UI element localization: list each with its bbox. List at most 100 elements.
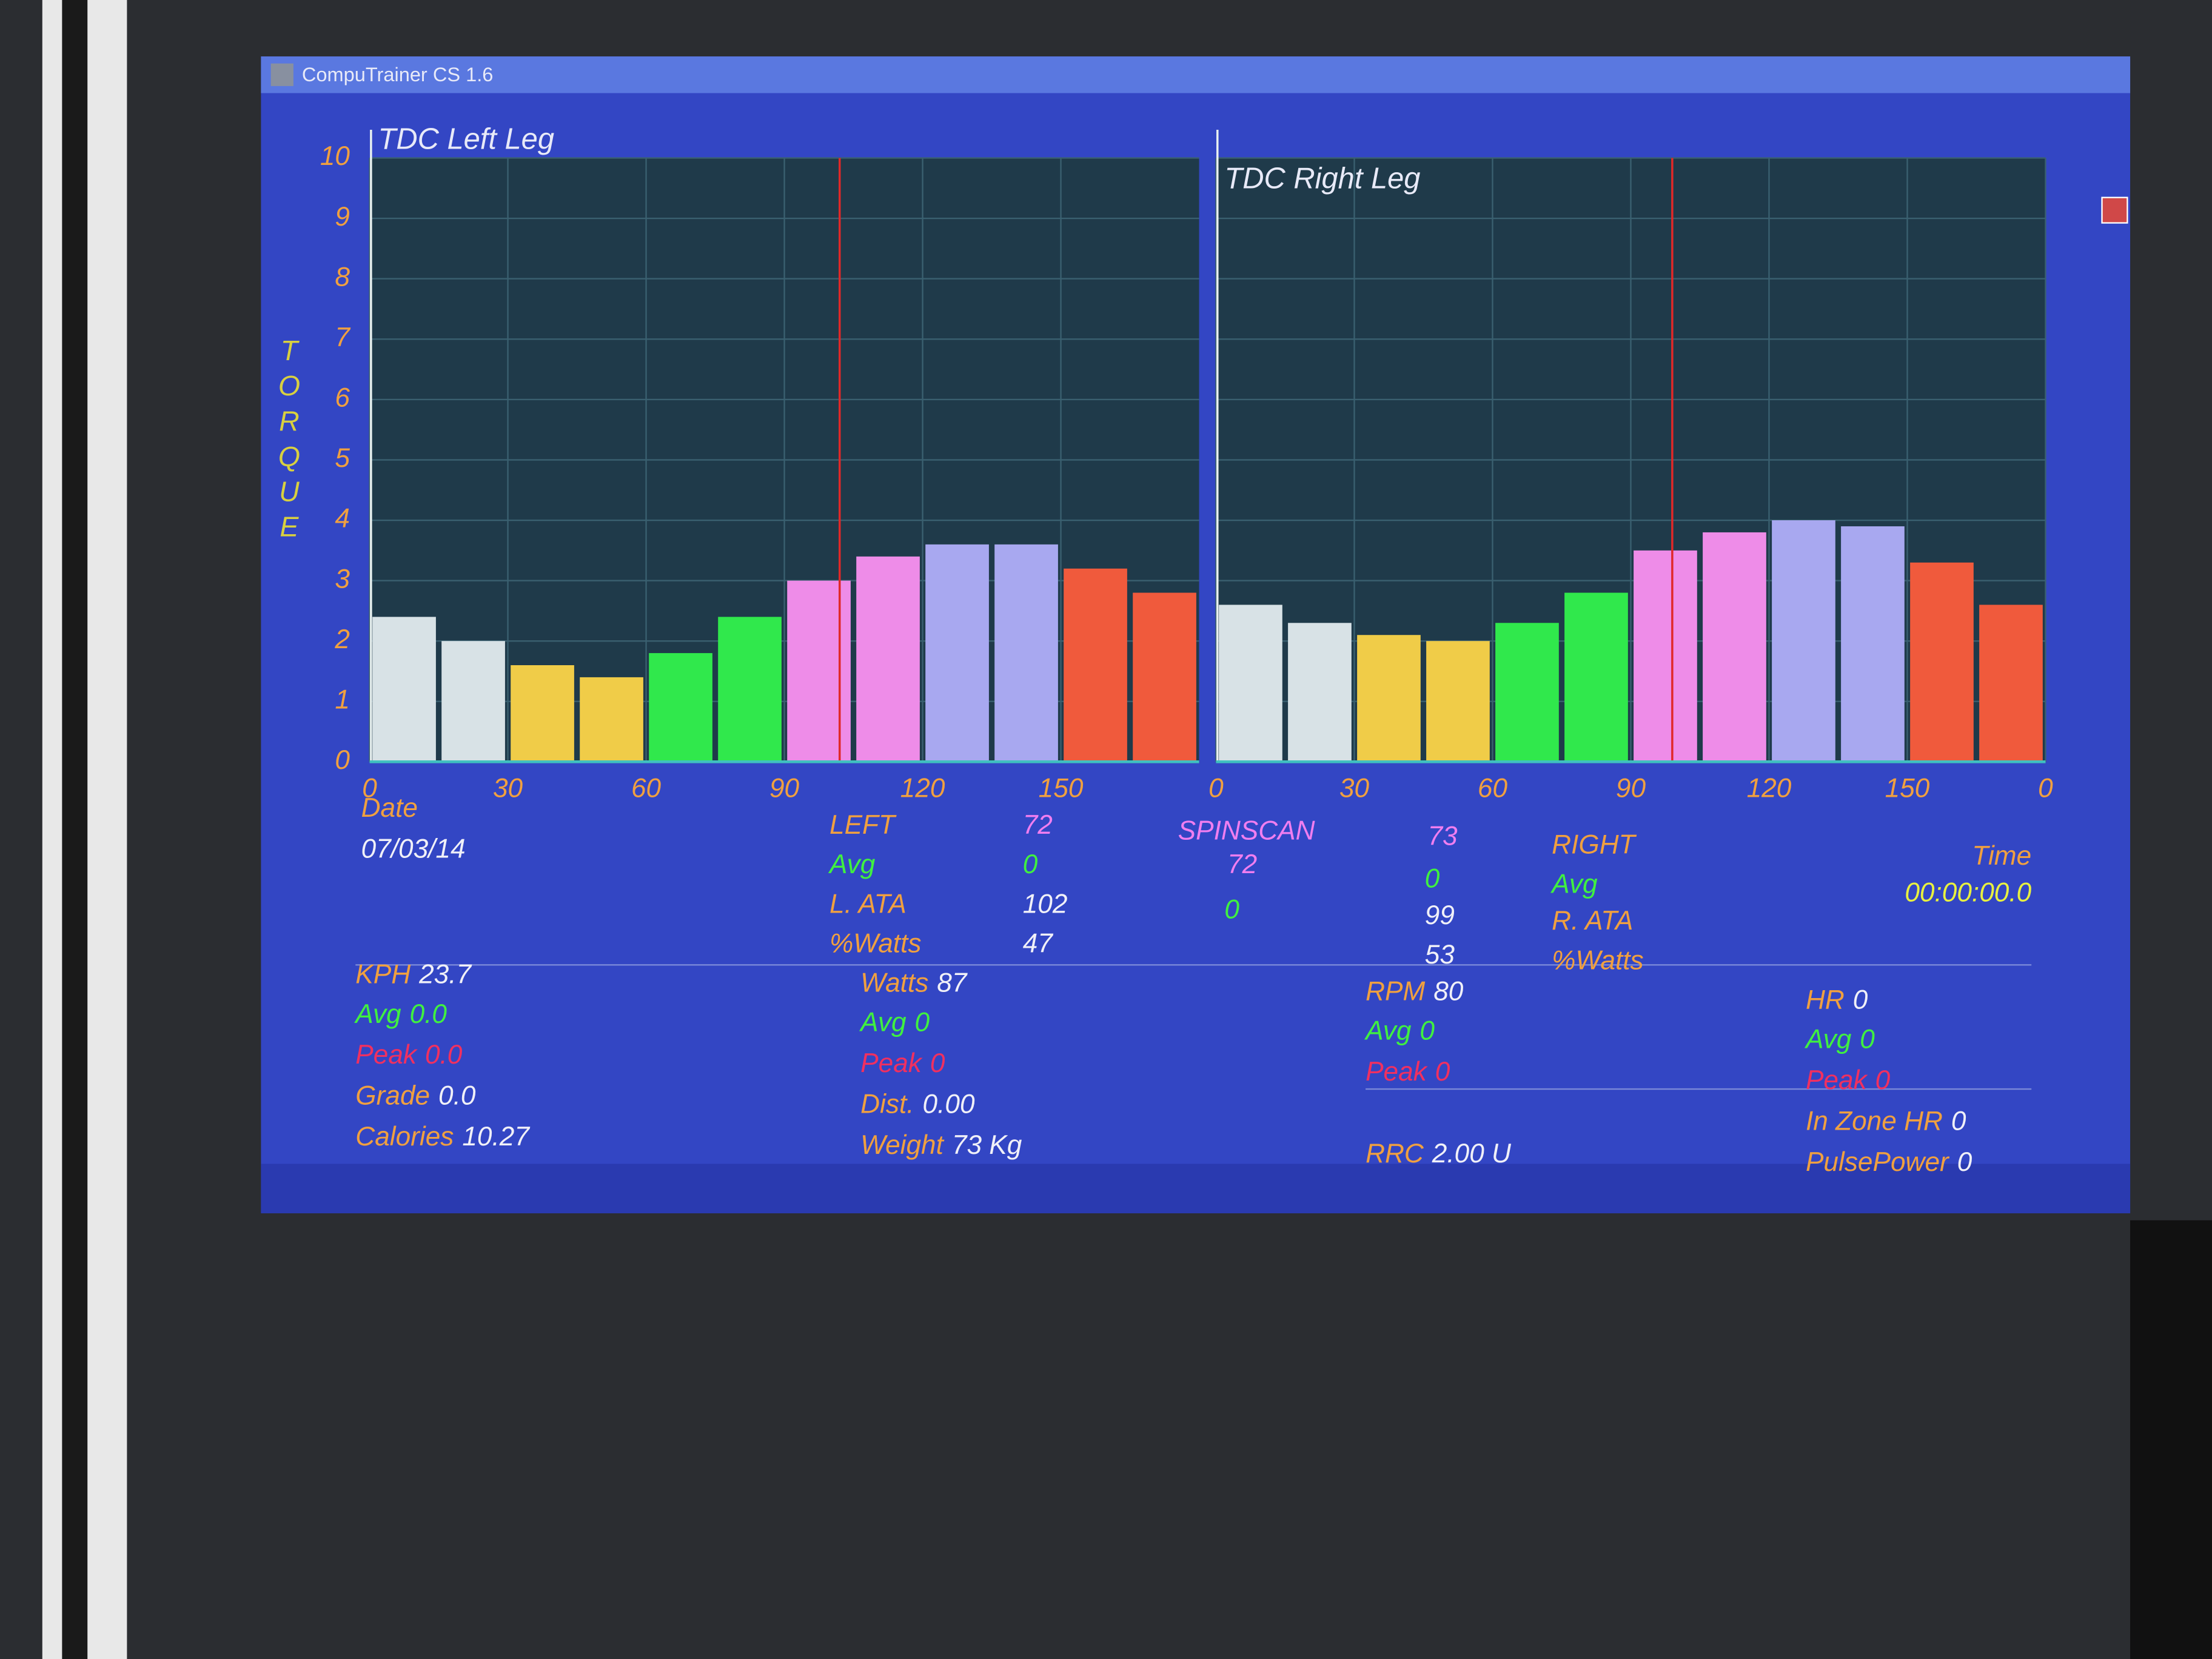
- bar: [1495, 623, 1559, 762]
- left-watts-label: %Watts: [830, 928, 921, 958]
- y-tick-label: 7: [335, 323, 350, 352]
- bar: [1703, 532, 1766, 762]
- y-tick-label: 8: [335, 262, 350, 292]
- metric-label: Watts: [860, 968, 928, 998]
- metric-label: Avg: [1364, 1016, 1412, 1046]
- x-tick-label: 60: [631, 774, 662, 803]
- metric-value: 10.27: [462, 1122, 530, 1151]
- metric-value: 0: [1875, 1065, 1891, 1095]
- metric-label: Peak: [355, 1040, 418, 1070]
- metric-value: 0: [1957, 1147, 1972, 1177]
- metric-label: RPM: [1366, 977, 1425, 1007]
- right-value: 73: [1427, 822, 1458, 851]
- bar: [649, 653, 712, 762]
- metric-value: 0: [1860, 1025, 1875, 1054]
- y-tick-label: 4: [335, 504, 350, 534]
- y-tick-label: 9: [335, 202, 350, 232]
- metric-label: Grade: [355, 1081, 430, 1111]
- bar: [1357, 635, 1421, 762]
- x-tick-label: 120: [1747, 774, 1792, 803]
- right-ata: 99: [1425, 900, 1455, 930]
- bar: [441, 641, 505, 762]
- window-title: CompuTrainer CS 1.6: [302, 64, 494, 85]
- bar: [718, 617, 782, 762]
- x-tick-label: 120: [900, 774, 945, 803]
- bar: [1910, 562, 1974, 762]
- metric-label: Avg: [1804, 1025, 1852, 1054]
- y-tick-label: 6: [335, 383, 350, 413]
- metric-value: 0: [914, 1008, 930, 1037]
- bar: [1772, 520, 1835, 762]
- chart-title: TDC Right Leg: [1224, 163, 1420, 195]
- y-tick-label: 0: [335, 745, 350, 775]
- metric-value: 0: [1853, 985, 1868, 1015]
- bar: [925, 544, 989, 762]
- metric-value: 73 Kg: [952, 1130, 1022, 1160]
- right-avg: 0: [1425, 863, 1440, 893]
- metric-value: 80: [1433, 977, 1464, 1007]
- bar: [1288, 623, 1352, 762]
- metric-label: PulsePower: [1806, 1147, 1950, 1177]
- app-icon: [270, 63, 293, 86]
- date-label: Date: [361, 793, 418, 823]
- right-watts: 53: [1425, 940, 1455, 970]
- door-edge: [62, 0, 88, 1659]
- metric-value: 0.0: [438, 1081, 476, 1111]
- bar: [1064, 568, 1127, 762]
- metric-label: HR: [1806, 985, 1845, 1015]
- bar: [787, 580, 851, 762]
- left-value: 72: [1023, 810, 1053, 840]
- metric-label: KPH: [355, 960, 411, 990]
- y-tick-label: 5: [335, 443, 350, 473]
- title-bar: [261, 56, 2131, 93]
- spinscan-value: 72: [1227, 850, 1257, 879]
- bar: [1219, 605, 1282, 762]
- left-avg: 0: [1023, 850, 1038, 879]
- metric-value: 0.00: [923, 1090, 975, 1119]
- spinscan-label: SPINSCAN: [1178, 816, 1315, 845]
- metric-label: RRC: [1366, 1139, 1424, 1168]
- time-label: Time: [1972, 841, 2031, 871]
- metric-label: Avg: [354, 999, 401, 1029]
- bar: [580, 677, 643, 762]
- metric-label: Dist.: [860, 1090, 914, 1119]
- y-axis-label: E: [280, 511, 299, 543]
- metric-label: Peak: [860, 1048, 923, 1078]
- metric-value: 0: [1419, 1016, 1435, 1046]
- left-avg-label: Avg: [828, 850, 876, 879]
- bar: [511, 665, 574, 762]
- metric-value: 2.00 U: [1432, 1139, 1512, 1168]
- spinscan-avg: 0: [1224, 895, 1239, 925]
- metric-value: 0: [930, 1048, 945, 1078]
- bar: [856, 556, 920, 762]
- x-tick-label: 30: [1339, 774, 1370, 803]
- metric-value: 0.0: [425, 1040, 463, 1070]
- x-tick-label: 150: [1885, 774, 1930, 803]
- x-tick-label: 0: [2038, 774, 2053, 803]
- metric-label: In Zone HR: [1806, 1107, 1943, 1136]
- y-tick-label: 2: [334, 625, 350, 654]
- right-ata-label: R. ATA: [1552, 906, 1633, 936]
- metric-value: 0.0: [410, 999, 447, 1029]
- y-tick-label: 1: [335, 685, 350, 714]
- metric-value: 0: [1951, 1107, 1966, 1136]
- y-axis-label: O: [278, 370, 300, 401]
- right-watts-label: %Watts: [1552, 945, 1643, 975]
- right-avg-label: Avg: [1550, 870, 1598, 899]
- left-ata: 102: [1023, 889, 1068, 919]
- bar: [1426, 641, 1490, 762]
- y-axis-label: U: [279, 476, 300, 508]
- y-axis-label: R: [279, 405, 300, 437]
- metric-label: Avg: [859, 1008, 907, 1037]
- close-button[interactable]: [2101, 196, 2128, 224]
- metric-label: Weight: [860, 1130, 944, 1160]
- left-ata-label: L. ATA: [830, 889, 907, 919]
- y-tick-label: 10: [320, 141, 350, 171]
- time-value: 00:00:00.0: [1905, 878, 2031, 908]
- bar: [372, 617, 436, 762]
- x-tick-label: 60: [1478, 774, 1508, 803]
- bar: [994, 544, 1058, 762]
- metric-value: 0: [1435, 1057, 1450, 1087]
- status-bar: [261, 1164, 2131, 1213]
